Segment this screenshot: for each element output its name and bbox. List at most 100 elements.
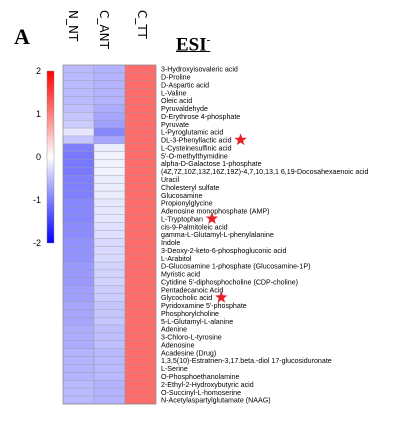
- heatmap-cell: [124, 293, 157, 302]
- row-label: Indole: [161, 239, 180, 247]
- heatmap-cell: [124, 159, 157, 169]
- colorbar-tick-label: 0: [36, 152, 41, 162]
- row-label: Glucosamine: [161, 192, 202, 200]
- heatmap-cell: [93, 206, 126, 216]
- heatmap-cell: [124, 230, 157, 239]
- heatmap-cell: [93, 364, 126, 373]
- heatmap-cell: [93, 285, 126, 295]
- heatmap-cell: [124, 348, 157, 358]
- star-marker: [205, 212, 219, 224]
- heatmap-cell: [93, 182, 126, 192]
- heatmap-cell: [93, 246, 126, 255]
- row-label: 2-Ethyl-2-Hydroxybutyric acid: [161, 381, 254, 389]
- row-label: 3-Chloro-L-tyrosine: [161, 334, 222, 342]
- heatmap-cell: [93, 135, 126, 145]
- heatmap-cell: [93, 198, 126, 208]
- heatmap-cell: [93, 332, 126, 342]
- heatmap-cell: [124, 119, 157, 129]
- heatmap-cell: [124, 238, 157, 247]
- row-label: L-Cysteinesulfinic acid: [161, 144, 232, 152]
- heatmap-cell: [124, 356, 157, 366]
- heatmap-cell: [62, 316, 95, 326]
- heatmap-cell: [124, 277, 157, 287]
- heatmap-cell: [93, 167, 126, 176]
- row-label: Adenosine monophosphate (AMP): [161, 208, 269, 216]
- heatmap-cell: [62, 80, 95, 90]
- heatmap-cell: [124, 104, 157, 113]
- heatmap-cell: [62, 285, 95, 295]
- heatmap-cell: [124, 324, 157, 334]
- row-label: 3-Deoxy-2-keto-6-phosphogluconic acid: [161, 247, 286, 255]
- heatmap-cell: [62, 387, 95, 397]
- heatmap-cell: [62, 143, 95, 153]
- heatmap-cell: [93, 119, 126, 129]
- heatmap-cell: [124, 135, 157, 145]
- row-label: Pyridoxamine 5'-phosphate: [161, 302, 247, 310]
- heatmap-cell: [62, 159, 95, 169]
- row-label: gamma-L-Glutamyl-L-phenylalanine: [161, 231, 274, 239]
- heatmap-cell: [93, 214, 126, 224]
- heatmap-cell: [62, 119, 95, 129]
- heatmap-cell: [62, 190, 95, 200]
- heatmap-cell: [124, 364, 157, 373]
- heatmap-cell: [124, 309, 157, 318]
- heatmap-cell: [93, 309, 126, 318]
- heatmap-cell: [62, 72, 95, 82]
- heatmap-cell: [93, 64, 126, 74]
- title-superscript: -: [206, 34, 211, 46]
- row-label: Acadesine (Drug): [161, 349, 216, 357]
- heatmap-cell: [93, 230, 126, 239]
- heatmap-cell: [62, 175, 95, 184]
- row-label: DL-3-Phenyllactic acid: [161, 137, 232, 145]
- heatmap-title: ESI-: [176, 34, 210, 56]
- heatmap-cell: [62, 324, 95, 334]
- row-label: D-Proline: [161, 74, 191, 82]
- colorbar-tick-label: 1: [36, 109, 41, 119]
- heatmap-cell: [62, 340, 95, 350]
- heatmap-cell: [124, 88, 157, 98]
- heatmap-cell: [124, 387, 157, 397]
- panel-label: A: [14, 24, 30, 49]
- heatmap-cell: [93, 80, 126, 90]
- heatmap-cell: [93, 222, 126, 232]
- colorbar: [46, 70, 55, 244]
- heatmap-cell: [124, 380, 157, 389]
- heatmap-cell: [124, 332, 157, 342]
- heatmap-cell: [62, 151, 95, 161]
- heatmap-cell: [93, 324, 126, 334]
- title-main: ESI: [176, 34, 207, 56]
- row-label: 5-L-Glutamyl-L-alanine: [161, 318, 233, 326]
- heatmap-cell: [124, 64, 157, 74]
- row-label: Cholesteryl sulfate: [161, 184, 219, 192]
- heatmap-cell: [124, 301, 157, 310]
- heatmap-cell: [93, 143, 126, 153]
- heatmap-cell: [62, 372, 95, 381]
- heatmap-cell: [62, 167, 95, 176]
- heatmap-cell: [62, 269, 95, 279]
- row-label: D-Erythrose 4-phosphate: [161, 113, 240, 121]
- row-label: Pyruvaldehyde: [161, 105, 208, 113]
- row-label: Glycocholic acid: [161, 294, 212, 302]
- row-label: O-Succinyl-L-homoserine: [161, 389, 241, 397]
- heatmap-cell: [93, 261, 126, 271]
- star-marker: [215, 290, 228, 303]
- heatmap-cell: [93, 72, 126, 82]
- heatmap-cell: [124, 80, 157, 90]
- row-label: L-Tryptophan: [161, 215, 203, 223]
- heatmap-cell: [62, 356, 95, 366]
- heatmap-cell: [93, 372, 126, 381]
- heatmap-cell: [93, 269, 126, 279]
- row-label: Propionylglycine: [161, 200, 213, 208]
- heatmap-cell: [124, 222, 157, 232]
- heatmap-cell: [93, 190, 126, 200]
- heatmap-cell: [93, 175, 126, 184]
- heatmap-cell: [62, 380, 95, 389]
- heatmap-cell: [124, 206, 157, 216]
- row-label: 1,3,5(10)-Estratrien-3,17.beta.-diol 17-…: [161, 357, 332, 365]
- heatmap-cell: [124, 72, 157, 82]
- heatmap-cell: [62, 64, 95, 74]
- heatmap-cell: [124, 198, 157, 208]
- heatmap-cell: [93, 151, 126, 161]
- heatmap-cell: [62, 253, 95, 263]
- heatmap-cell: [124, 175, 157, 184]
